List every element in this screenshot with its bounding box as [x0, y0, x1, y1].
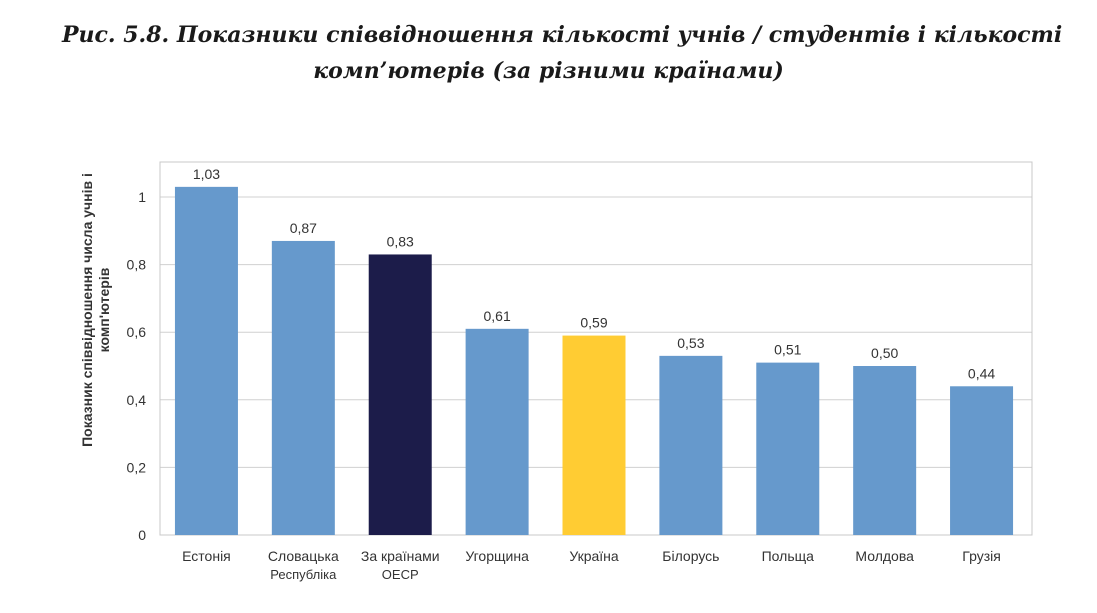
- value-labels: 1,03 0,87 0,83 0,61 0,59 0,53 0,51 0,50 0,44: [193, 166, 996, 381]
- value-label: 0,51: [774, 342, 801, 358]
- y-tick-label: 0,6: [127, 324, 147, 340]
- y-axis-ticks: 0 0,2 0,4 0,6 0,8 1: [127, 189, 147, 543]
- value-label: 0,83: [387, 233, 414, 249]
- x-tick-label: Польща: [762, 548, 815, 564]
- x-tick-label: Республіка: [270, 567, 337, 582]
- bar: [950, 386, 1014, 535]
- x-tick-label: Україна: [569, 548, 619, 564]
- value-label: 0,44: [968, 365, 995, 381]
- value-label: 0,53: [677, 335, 704, 351]
- caption-line-2: комп’ютерів (за різними країнами): [313, 58, 784, 84]
- x-tick-label: Молдова: [855, 548, 914, 564]
- bar: [271, 240, 335, 535]
- x-tick-label: Білорусь: [662, 548, 719, 564]
- bar: [562, 335, 626, 535]
- y-tick-label: 0,4: [127, 392, 147, 408]
- x-tick-label: Грузія: [962, 548, 1001, 564]
- x-tick-label: Угорщина: [465, 548, 529, 564]
- y-tick-label: 1: [138, 189, 146, 205]
- value-label: 0,59: [580, 315, 607, 331]
- x-tick-label: За країнами: [361, 548, 440, 564]
- bar: [659, 355, 723, 535]
- y-axis-title-line-2: комп'ютерів: [96, 267, 112, 352]
- value-label: 1,03: [193, 166, 220, 182]
- bar: [368, 254, 432, 535]
- value-label: 0,61: [483, 308, 510, 324]
- y-tick-label: 0: [138, 527, 146, 543]
- x-tick-label: Словацька: [268, 548, 339, 564]
- x-axis-labels: Естонія Словацька Республіка За країнами ОЕС…: [182, 548, 1001, 582]
- x-tick-label: ОЕСР: [382, 567, 419, 582]
- bar: [174, 186, 238, 536]
- bar: [756, 362, 820, 535]
- caption-line-1: Рис. 5.8. Показники співвідношення кільк…: [62, 22, 1063, 48]
- value-label: 0,87: [290, 220, 317, 236]
- bar: [465, 328, 529, 535]
- y-tick-label: 0,2: [127, 459, 147, 475]
- x-tick-label: Естонія: [182, 548, 231, 564]
- bars: [174, 186, 1014, 536]
- y-tick-label: 0,8: [127, 257, 147, 273]
- bar: [853, 366, 917, 535]
- value-label: 0,50: [871, 345, 898, 361]
- y-axis-title-line-1: Показник співвідношення числа учнів і: [79, 173, 95, 447]
